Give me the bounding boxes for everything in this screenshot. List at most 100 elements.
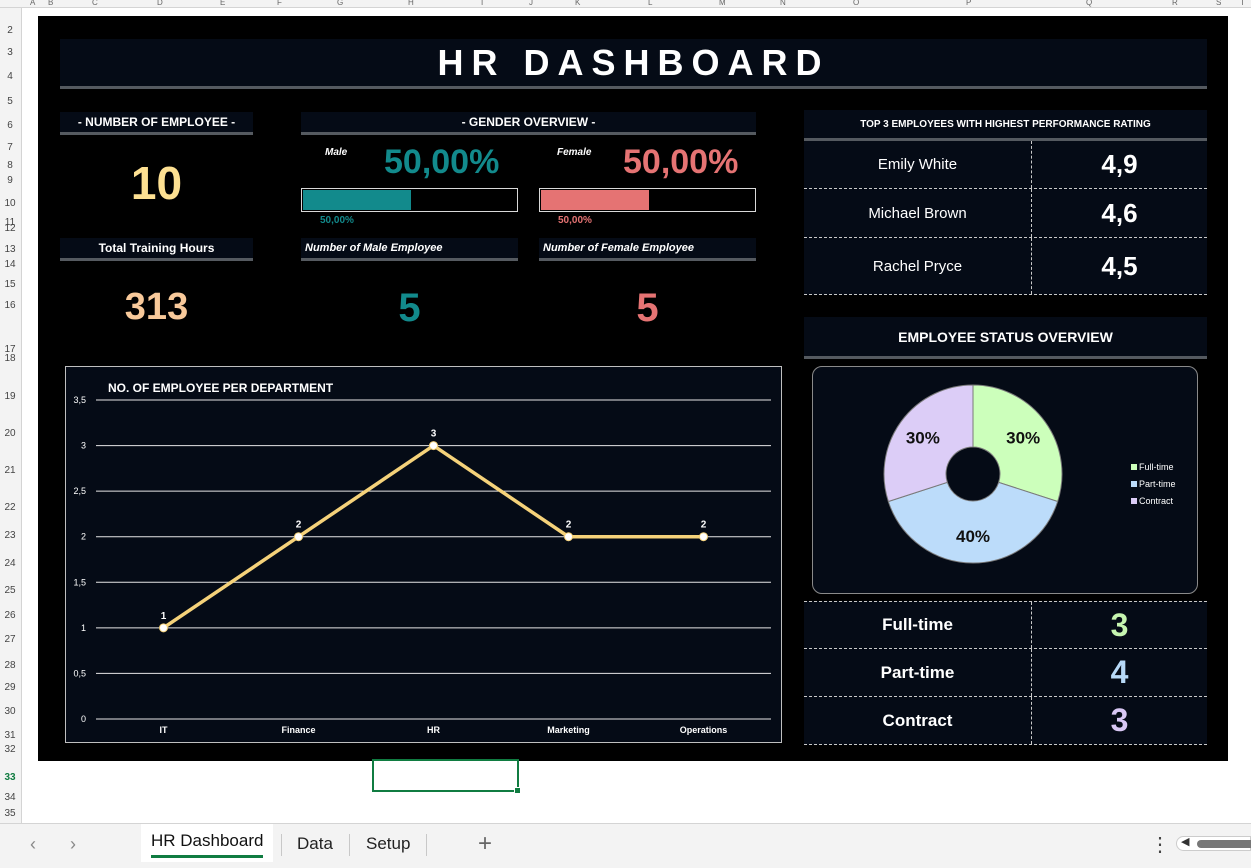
top3-rating: 4,9 — [1101, 149, 1138, 179]
row-number[interactable]: 28 — [4, 660, 16, 671]
row-number[interactable]: 27 — [4, 634, 16, 645]
row-number[interactable]: 8 — [7, 160, 13, 171]
row-number[interactable]: 31 — [4, 730, 16, 741]
row-number[interactable]: 22 — [4, 502, 16, 513]
column-letter[interactable]: J — [529, 0, 533, 7]
horizontal-scrollbar[interactable]: ◀ — [1176, 836, 1251, 851]
gender-header: - GENDER OVERVIEW - — [301, 112, 756, 135]
selected-cell[interactable] — [372, 759, 521, 794]
sheet-tab-bar: ‹ › HR Dashboard Data Setup + ⋮ ◀ — [0, 823, 1251, 868]
column-letter[interactable]: F — [277, 0, 282, 7]
training-label: Total Training Hours — [98, 241, 215, 255]
row-number[interactable]: 32 — [4, 744, 16, 755]
row-number[interactable]: 17 — [4, 344, 16, 355]
column-header: A B C D E F G H I J K L M N O P Q R S T — [0, 0, 1251, 8]
x-tick-label: Finance — [281, 725, 315, 735]
scroll-left-icon[interactable]: ◀ — [1181, 836, 1190, 848]
row-number[interactable]: 4 — [7, 71, 13, 82]
y-tick-label: 0,5 — [73, 668, 86, 678]
row-number[interactable]: 13 — [4, 244, 16, 255]
row-number[interactable]: 15 — [4, 279, 16, 290]
row-number[interactable]: 18 — [4, 353, 16, 364]
column-letter[interactable]: N — [780, 0, 786, 7]
column-letter[interactable]: Q — [1086, 0, 1093, 7]
column-letter[interactable]: E — [220, 0, 226, 7]
slice-label: 40% — [956, 527, 990, 546]
more-options-icon[interactable]: ⋮ — [1150, 834, 1170, 856]
row-number[interactable]: 25 — [4, 585, 16, 596]
column-letter[interactable]: H — [408, 0, 414, 7]
x-tick-label: Marketing — [547, 725, 590, 735]
column-letter[interactable]: G — [337, 0, 344, 7]
row-number[interactable]: 21 — [4, 465, 16, 476]
top3-name: Emily White — [804, 141, 1032, 188]
num-employee-header: - NUMBER OF EMPLOYEE - — [60, 112, 253, 135]
row-number[interactable]: 6 — [7, 120, 13, 131]
row-number[interactable]: 29 — [4, 682, 16, 693]
add-sheet-button[interactable]: + — [478, 830, 493, 857]
dashboard-title-bar: HR DASHBOARD — [60, 39, 1207, 89]
row-number[interactable]: 10 — [4, 198, 16, 209]
row-number[interactable]: 11 — [4, 217, 16, 228]
prev-sheet-icon[interactable]: ‹ — [30, 834, 36, 854]
y-tick-label: 1 — [81, 623, 86, 633]
row-number[interactable]: 35 — [4, 808, 16, 819]
scrollbar-thumb[interactable] — [1197, 840, 1251, 848]
column-letter[interactable]: S — [1216, 0, 1222, 7]
column-letter[interactable]: M — [719, 0, 726, 7]
training-value: 313 — [124, 286, 189, 328]
row-number[interactable]: 2 — [7, 25, 13, 36]
top3-label: TOP 3 EMPLOYEES WITH HIGHEST PERFORMANCE… — [860, 118, 1151, 130]
row-number[interactable]: 24 — [4, 558, 16, 569]
data-point — [159, 623, 168, 633]
row-number[interactable]: 33 — [4, 772, 16, 783]
female-count-header: Number of Female Employee — [539, 238, 756, 261]
column-letter[interactable]: C — [92, 0, 98, 7]
row-number[interactable]: 26 — [4, 610, 16, 621]
row-number[interactable]: 5 — [7, 96, 13, 107]
status-value: 3 — [1110, 702, 1129, 738]
row-number[interactable]: 34 — [4, 792, 16, 803]
column-letter[interactable]: B — [48, 0, 54, 7]
female-progress-bar — [539, 188, 756, 212]
row-number[interactable]: 7 — [7, 142, 13, 153]
next-sheet-icon[interactable]: › — [70, 834, 76, 854]
row-number[interactable]: 14 — [4, 259, 16, 270]
x-tick-label: IT — [160, 725, 169, 735]
row-number[interactable]: 12 — [4, 223, 16, 234]
y-tick-label: 3,5 — [73, 395, 86, 405]
column-letter[interactable]: T — [1240, 0, 1245, 7]
tab-hr-dashboard[interactable]: HR Dashboard — [141, 824, 274, 862]
status-name: Contract — [804, 697, 1032, 744]
row-number[interactable]: 9 — [7, 175, 13, 186]
legend-label: Part-time — [1139, 479, 1176, 489]
row-number[interactable]: 20 — [4, 428, 16, 439]
male-count-header: Number of Male Employee — [301, 238, 518, 261]
column-letter[interactable]: L — [648, 0, 653, 7]
column-letter[interactable]: R — [1172, 0, 1178, 7]
status-header: EMPLOYEE STATUS OVERVIEW — [804, 317, 1207, 359]
female-pct: 50,00% — [623, 143, 739, 181]
column-letter[interactable]: K — [575, 0, 581, 7]
pie-slice — [972, 384, 1063, 503]
row-number[interactable]: 30 — [4, 706, 16, 717]
y-tick-label: 3 — [81, 441, 86, 451]
column-letter[interactable]: O — [853, 0, 860, 7]
status-value: 3 — [1110, 606, 1129, 643]
tab-setup[interactable]: Setup — [366, 834, 411, 853]
column-letter[interactable]: A — [30, 0, 36, 7]
top3-header: TOP 3 EMPLOYEES WITH HIGHEST PERFORMANCE… — [804, 110, 1207, 141]
legend-label: Full-time — [1139, 462, 1174, 472]
line-chart-employees-per-dept: NO. OF EMPLOYEE PER DEPARTMENT 0 0,5 1 1,5 2… — [65, 366, 782, 743]
column-letter[interactable]: D — [157, 0, 163, 7]
row-number[interactable]: 23 — [4, 530, 16, 541]
row-number[interactable]: 19 — [4, 391, 16, 402]
row-number[interactable]: 3 — [7, 47, 13, 58]
status-label: EMPLOYEE STATUS OVERVIEW — [898, 328, 1113, 345]
training-header: Total Training Hours — [60, 238, 253, 261]
column-letter[interactable]: P — [966, 0, 972, 7]
row-number[interactable]: 16 — [4, 300, 16, 311]
column-letter[interactable]: I — [481, 0, 484, 7]
tab-data[interactable]: Data — [297, 834, 333, 853]
